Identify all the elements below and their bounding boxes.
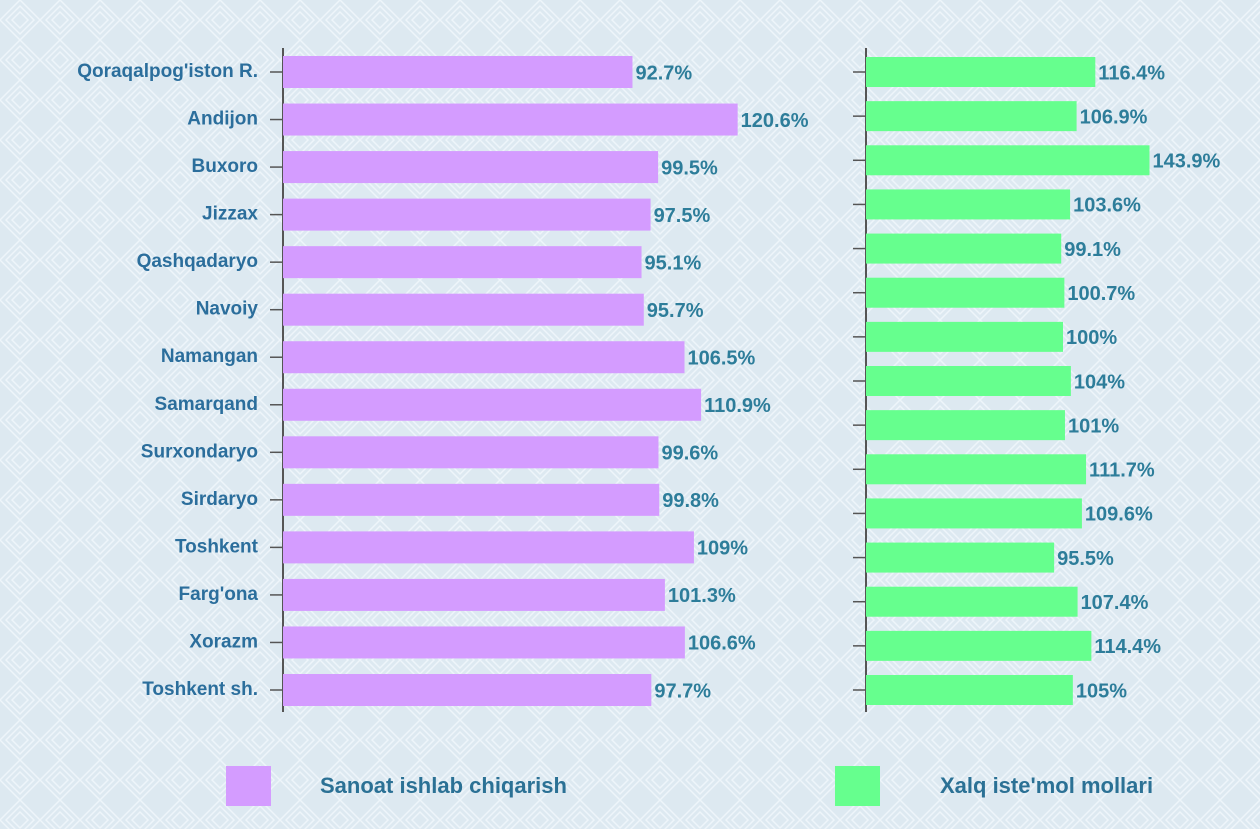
bar — [866, 630, 1092, 661]
value-label: 97.7% — [654, 680, 711, 702]
value-label: 114.4% — [1094, 636, 1161, 658]
value-label: 95.7% — [647, 300, 704, 322]
bar — [283, 388, 702, 421]
bar — [283, 626, 685, 659]
bar — [866, 321, 1063, 352]
value-label: 107.4% — [1081, 592, 1149, 614]
bar — [283, 198, 651, 231]
value-label: 103.6% — [1073, 195, 1141, 217]
value-label: 109.6% — [1085, 504, 1153, 526]
category-label: Toshkent — [175, 536, 259, 557]
bar — [283, 674, 652, 706]
value-label: 99.5% — [661, 157, 718, 179]
value-label: 99.1% — [1064, 239, 1121, 261]
category-label: Xorazm — [189, 631, 258, 652]
value-label: 99.8% — [662, 490, 719, 512]
value-label: 95.1% — [645, 252, 702, 274]
bar — [283, 483, 660, 516]
category-label: Qoraqalpog'iston R. — [77, 61, 258, 82]
bar — [866, 410, 1065, 441]
value-label: 100.7% — [1067, 283, 1135, 305]
category-label: Surxondaryo — [141, 441, 258, 462]
value-label: 104% — [1074, 371, 1125, 393]
value-label: 92.7% — [635, 62, 692, 84]
category-label: Samarqand — [155, 394, 258, 415]
category-label: Andijon — [187, 109, 258, 130]
bar — [866, 454, 1087, 485]
bar — [866, 586, 1078, 617]
value-label: 110.9% — [704, 395, 771, 417]
bar — [283, 578, 665, 611]
category-label: Sirdaryo — [181, 489, 258, 510]
value-label: 116.4% — [1098, 62, 1165, 84]
value-label: 106.5% — [688, 348, 756, 370]
value-label: 106.6% — [688, 633, 756, 655]
category-label: Navoiy — [196, 299, 259, 320]
value-label: 106.9% — [1080, 106, 1148, 128]
legend-label: Sanoat ishlab chiqarish — [320, 773, 567, 798]
bar — [283, 56, 633, 88]
legend-label: Xalq iste'mol mollari — [940, 773, 1153, 798]
category-label: Qashqadaryo — [137, 251, 258, 272]
bar — [283, 436, 659, 469]
bar — [866, 145, 1150, 176]
bar — [866, 366, 1071, 396]
bar — [283, 103, 738, 136]
category-label: Farg'ona — [179, 584, 259, 605]
category-label: Toshkent sh. — [142, 679, 258, 700]
value-label: 99.6% — [661, 443, 718, 465]
bar — [866, 498, 1082, 529]
bar — [866, 189, 1071, 220]
legend-swatch — [226, 766, 271, 806]
bar — [283, 246, 642, 279]
value-label: 97.5% — [654, 205, 711, 227]
value-label: 120.6% — [741, 110, 809, 132]
bar — [866, 101, 1077, 132]
bar — [866, 233, 1062, 264]
bar — [866, 277, 1065, 308]
bar — [283, 341, 685, 374]
value-label: 111.7% — [1089, 460, 1155, 482]
category-label: Namangan — [161, 346, 258, 367]
bar — [283, 293, 644, 326]
value-label: 95.5% — [1057, 548, 1114, 570]
value-label: 101% — [1068, 415, 1119, 437]
value-label: 143.9% — [1152, 151, 1220, 173]
value-label: 101.3% — [668, 585, 736, 607]
bar — [866, 542, 1055, 573]
bar — [283, 151, 659, 184]
bar — [283, 531, 694, 564]
category-label: Jizzax — [202, 204, 258, 225]
bar — [866, 675, 1073, 705]
value-label: 109% — [697, 538, 748, 560]
value-label: 100% — [1066, 327, 1117, 349]
bar — [866, 57, 1096, 87]
value-label: 105% — [1076, 680, 1127, 702]
legend-swatch — [835, 766, 880, 806]
category-label: Buxoro — [192, 156, 259, 177]
